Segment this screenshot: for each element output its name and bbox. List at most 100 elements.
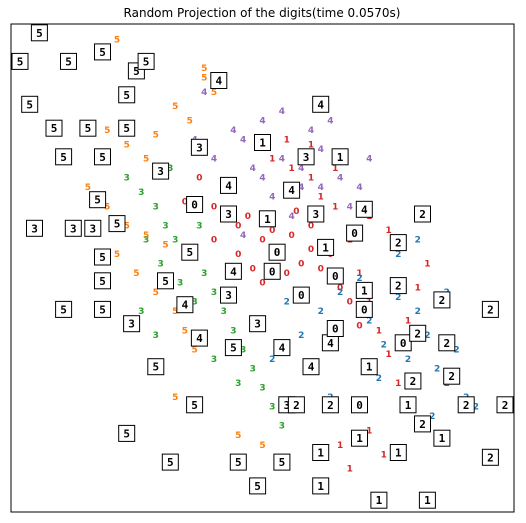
thumbnail-frame [181, 243, 199, 261]
data-point-digit-5: 5 [172, 307, 178, 317]
thumbnail-frame [360, 358, 378, 376]
thumbnail-digit: 5 [51, 122, 58, 135]
data-point-digit-1: 1 [381, 450, 387, 460]
thumbnail-frame [55, 148, 73, 166]
data-point-digit-2: 2 [318, 307, 324, 317]
thumbnail-frame [389, 234, 407, 252]
thumbnail-digit: 2 [463, 399, 470, 412]
thumbnail-digit: 3 [89, 222, 96, 235]
digit-thumbnail-2: 2 [404, 372, 422, 390]
data-point-digit-3: 3 [259, 384, 265, 394]
data-point-digit-4: 4 [279, 107, 285, 117]
data-point-digit-2: 2 [395, 250, 401, 260]
digit-thumbnail-1: 1 [360, 358, 378, 376]
thumbnail-frame [481, 300, 499, 318]
data-point-digit-0: 0 [235, 221, 241, 231]
digit-thumbnail-0: 0 [263, 262, 281, 280]
thumbnail-digit: 2 [414, 327, 421, 340]
thumbnail-frame [123, 315, 141, 333]
data-point-digit-4: 4 [201, 88, 207, 98]
data-point-digit-0: 0 [356, 322, 362, 332]
data-point-digit-4: 4 [298, 164, 304, 174]
data-point-digit-1: 1 [284, 136, 290, 146]
thumbnail-digit: 5 [94, 194, 101, 207]
data-point-digit-1: 1 [269, 155, 275, 165]
thumbnail-frame [186, 196, 204, 213]
digit-thumbnail-3: 3 [307, 205, 325, 223]
thumbnail-frame [84, 219, 102, 237]
data-point-digit-1: 1 [405, 317, 411, 327]
thumbnail-frame [433, 291, 451, 309]
data-point-digit-1: 1 [385, 350, 391, 360]
thumbnail-digit: 5 [99, 46, 106, 59]
data-point-digit-3: 3 [235, 379, 241, 389]
thumbnail-frame [94, 272, 111, 290]
thumbnail-frame [137, 52, 155, 70]
data-point-digit-0: 0 [259, 279, 265, 289]
data-point-digit-2: 2 [405, 355, 411, 365]
digit-thumbnail-2: 2 [496, 396, 514, 414]
thumbnail-digit: 5 [85, 122, 92, 135]
thumbnail-digit: 1 [405, 399, 412, 412]
digit-thumbnail-1: 1 [399, 396, 417, 414]
data-point-digit-3: 3 [240, 345, 246, 355]
thumbnail-frame [94, 43, 111, 61]
data-point-digit-0: 0 [308, 245, 314, 255]
data-point-digit-1: 1 [308, 174, 314, 184]
thumbnail-frame [389, 444, 407, 461]
data-point-digit-4: 4 [337, 174, 343, 184]
data-point-digit-4: 4 [366, 155, 372, 165]
thumbnail-frame [229, 453, 247, 471]
thumbnail-digit: 5 [123, 122, 130, 135]
data-point-digit-0: 0 [269, 226, 275, 236]
thumbnail-frame [249, 315, 267, 333]
data-point-digit-3: 3 [138, 188, 144, 198]
thumbnail-frame [258, 210, 276, 228]
digit-thumbnail-1: 1 [355, 281, 373, 299]
data-point-digit-5: 5 [191, 345, 197, 355]
data-point-digit-2: 2 [298, 331, 304, 341]
data-point-digit-3: 3 [196, 221, 202, 231]
thumbnail-digit: 0 [332, 270, 339, 283]
data-point-digit-1: 1 [308, 140, 314, 150]
thumbnail-frame [302, 358, 320, 376]
digit-thumbnail-2: 2 [443, 367, 461, 385]
thumbnail-digit: 4 [327, 337, 334, 350]
data-point-digit-4: 4 [347, 202, 353, 212]
thumbnail-digit: 3 [225, 208, 232, 221]
data-point-digit-5: 5 [124, 140, 130, 150]
data-point-digit-1: 1 [347, 465, 353, 475]
thumbnail-digit: 4 [279, 342, 286, 355]
thumbnail-digit: 1 [376, 494, 383, 507]
digit-thumbnail-5: 5 [94, 272, 111, 290]
digit-thumbnail-2: 2 [287, 396, 305, 414]
thumbnail-digit: 3 [70, 222, 77, 235]
thumbnail-digit: 0 [351, 227, 358, 240]
digit-thumbnail-5: 5 [55, 300, 73, 318]
thumbnail-digit: 3 [31, 222, 38, 235]
data-point-digit-5: 5 [104, 126, 110, 136]
thumbnail-frame [355, 300, 373, 318]
data-point-digit-4: 4 [327, 116, 333, 126]
thumbnail-digit: 5 [152, 361, 159, 374]
data-point-digit-2: 2 [415, 236, 421, 246]
thumbnail-frame [263, 262, 281, 280]
data-point-digit-5: 5 [124, 221, 130, 231]
thumbnail-digit: 4 [317, 98, 324, 111]
thumbnail-frame [55, 300, 73, 318]
thumbnail-frame [118, 86, 136, 104]
thumbnail-frame [157, 272, 174, 290]
digit-thumbnail-3: 3 [220, 286, 237, 304]
digit-thumbnail-0: 0 [268, 243, 286, 261]
data-point-digit-4: 4 [269, 193, 275, 203]
digit-thumbnail-4: 4 [302, 358, 320, 376]
data-point-digit-5: 5 [143, 231, 149, 241]
digit-thumbnail-1: 1 [317, 238, 335, 256]
digit-thumbnail-5: 5 [11, 52, 29, 70]
digit-thumbnail-5: 5 [118, 424, 136, 442]
digit-thumbnail-5: 5 [21, 95, 39, 113]
digit-thumbnail-5: 5 [30, 24, 48, 42]
data-point-digit-3: 3 [172, 236, 178, 246]
data-point-digit-0: 0 [318, 264, 324, 274]
thumbnail-digit: 0 [361, 303, 368, 316]
